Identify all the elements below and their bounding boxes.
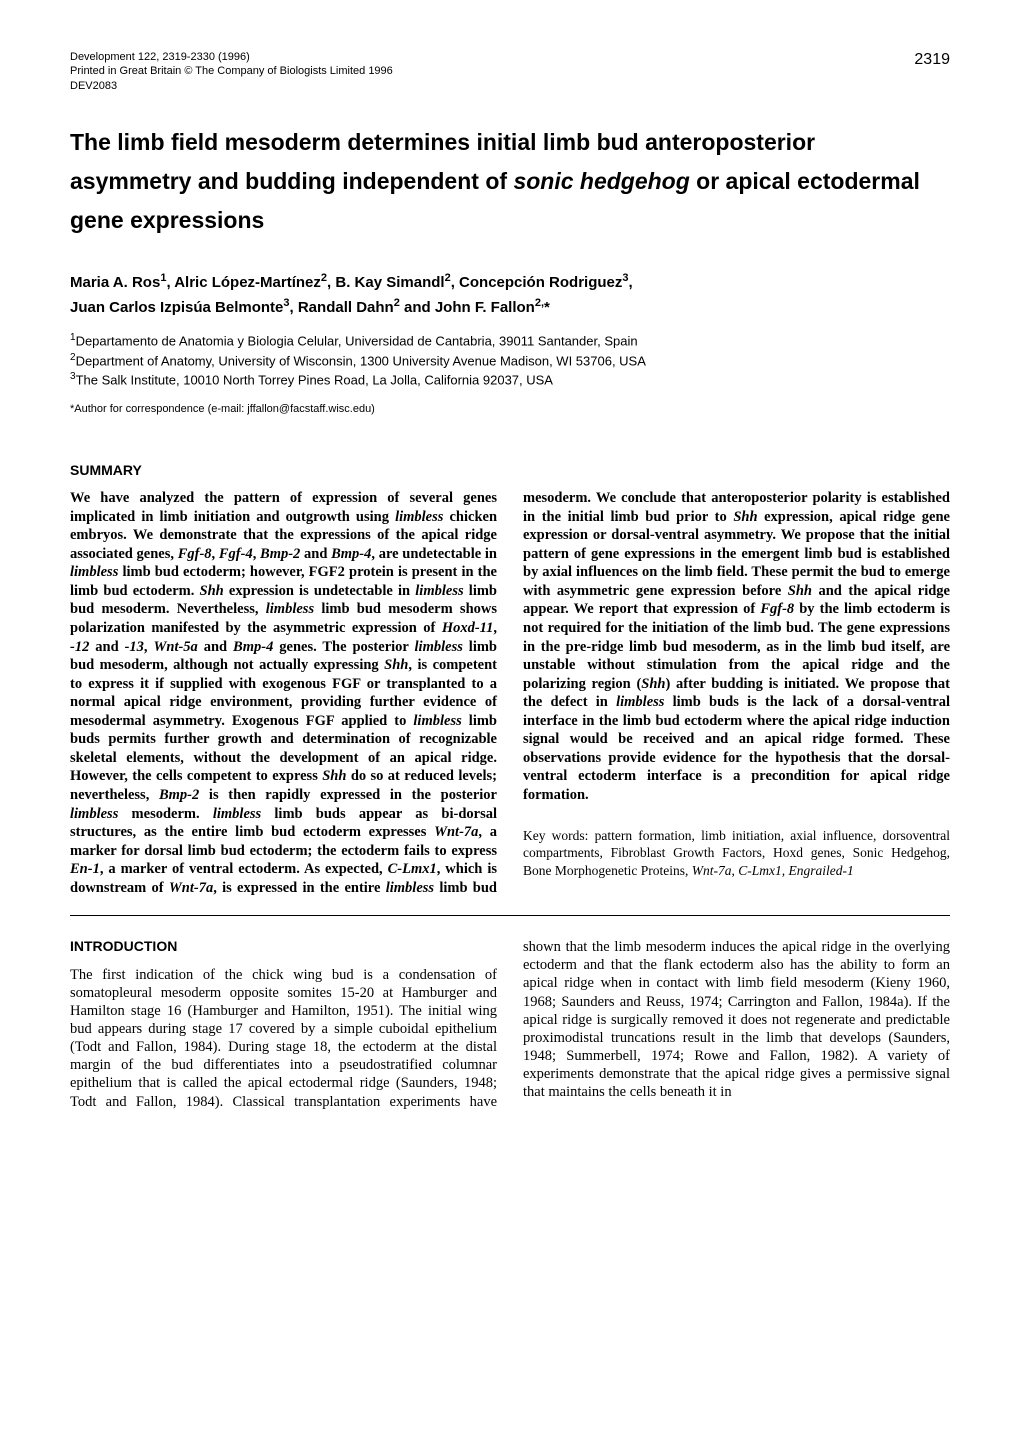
journal-line: Development 122, 2319-2330 (1996) — [70, 50, 393, 64]
introduction-body: The first indication of the chick wing b… — [70, 939, 950, 1109]
affiliation-line: 1Departamento de Anatomia y Biologia Cel… — [70, 331, 950, 351]
introduction-header: INTRODUCTION — [70, 938, 497, 956]
journal-line: DEV2083 — [70, 79, 393, 93]
article-title: The limb field mesoderm determines initi… — [70, 123, 950, 240]
journal-line: Printed in Great Britain © The Company o… — [70, 64, 393, 78]
author-line: Juan Carlos Izpisúa Belmonte3, Randall D… — [70, 295, 950, 320]
summary-header: SUMMARY — [70, 461, 950, 479]
title-line: asymmetry and budding independent of — [70, 168, 513, 194]
title-line: or apical ectodermal — [690, 168, 920, 194]
introduction-section: INTRODUCTION The first indication of the… — [70, 938, 950, 1111]
affiliations: 1Departamento de Anatomia y Biologia Cel… — [70, 331, 950, 390]
title-italic: sonic hedgehog — [513, 168, 689, 194]
journal-info: Development 122, 2319-2330 (1996) Printe… — [70, 50, 393, 93]
title-line: The limb field mesoderm determines initi… — [70, 129, 815, 155]
affiliation-line: 3The Salk Institute, 10010 North Torrey … — [70, 370, 950, 390]
author-list: Maria A. Ros1, Alric López-Martínez2, B.… — [70, 270, 950, 319]
author-line: Maria A. Ros1, Alric López-Martínez2, B.… — [70, 270, 950, 295]
page-number: 2319 — [914, 50, 950, 93]
title-line: gene expressions — [70, 207, 264, 233]
affiliation-line: 2Department of Anatomy, University of Wi… — [70, 351, 950, 371]
correspondence: *Author for correspondence (e-mail: jffa… — [70, 402, 950, 416]
summary-section: SUMMARY We have analyzed the pattern of … — [70, 461, 950, 916]
page-header: Development 122, 2319-2330 (1996) Printe… — [70, 50, 950, 93]
keywords: Key words: pattern formation, limb initi… — [523, 827, 950, 880]
summary-columns: We have analyzed the pattern of expressi… — [70, 489, 950, 897]
